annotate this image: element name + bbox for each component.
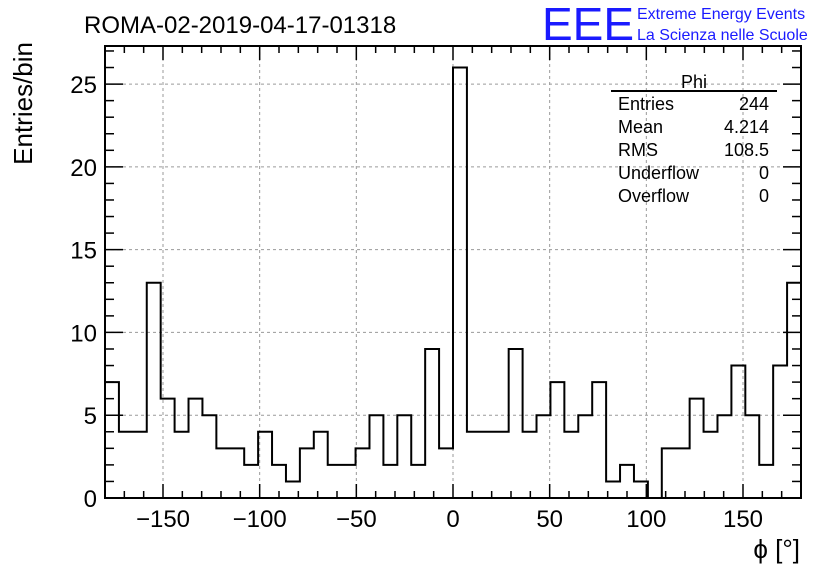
eee-logo: EEE Extreme Energy Events La Scienza nel… (542, 0, 808, 50)
stats-value-underflow: 0 (759, 163, 769, 183)
logo-line-2: La Scienza nelle Scuole (637, 27, 808, 44)
y-axis-label: Entries/bin (8, 42, 38, 165)
stats-value-entries: 244 (739, 94, 769, 114)
stats-label-underflow: Underflow (618, 163, 700, 183)
x-tick-label: 0 (446, 506, 459, 533)
chart-title: ROMA-02-2019-04-17-01318 (84, 12, 396, 39)
y-tick-label: 20 (70, 155, 97, 182)
x-axis-label: ϕ [°] (753, 534, 800, 564)
stats-title: Phi (681, 72, 707, 92)
eee-logo-mark: EEE (542, 0, 634, 50)
x-tick-label: −150 (136, 506, 190, 533)
stats-label-overflow: Overflow (618, 186, 690, 206)
y-tick-label: 10 (70, 320, 97, 347)
x-tick-label: 50 (536, 506, 563, 533)
x-tick-label: 100 (626, 506, 666, 533)
y-tick-label: 15 (70, 238, 97, 265)
stats-box: Phi Entries 244 Mean 4.214 RMS 108.5 Und… (611, 72, 777, 206)
stats-value-overflow: 0 (759, 186, 769, 206)
stats-value-mean: 4.214 (724, 117, 769, 137)
y-tick-label: 0 (84, 486, 97, 513)
x-tick-label: −50 (336, 506, 377, 533)
x-tick-label: −100 (233, 506, 287, 533)
logo-line-1: Extreme Energy Events (637, 6, 805, 23)
x-tick-label: 150 (723, 506, 763, 533)
y-tick-label: 5 (84, 403, 97, 430)
x-tick-labels: −150 −100 −50 0 50 100 150 (136, 506, 763, 533)
stats-label-entries: Entries (618, 94, 674, 114)
stats-value-rms: 108.5 (724, 140, 769, 160)
stats-label-rms: RMS (618, 140, 658, 160)
axis-ticks (105, 46, 801, 498)
y-tick-labels: 0 5 10 15 20 25 (70, 72, 97, 513)
stats-label-mean: Mean (618, 117, 663, 137)
histogram-line (105, 66, 801, 499)
y-tick-label: 25 (70, 72, 97, 99)
